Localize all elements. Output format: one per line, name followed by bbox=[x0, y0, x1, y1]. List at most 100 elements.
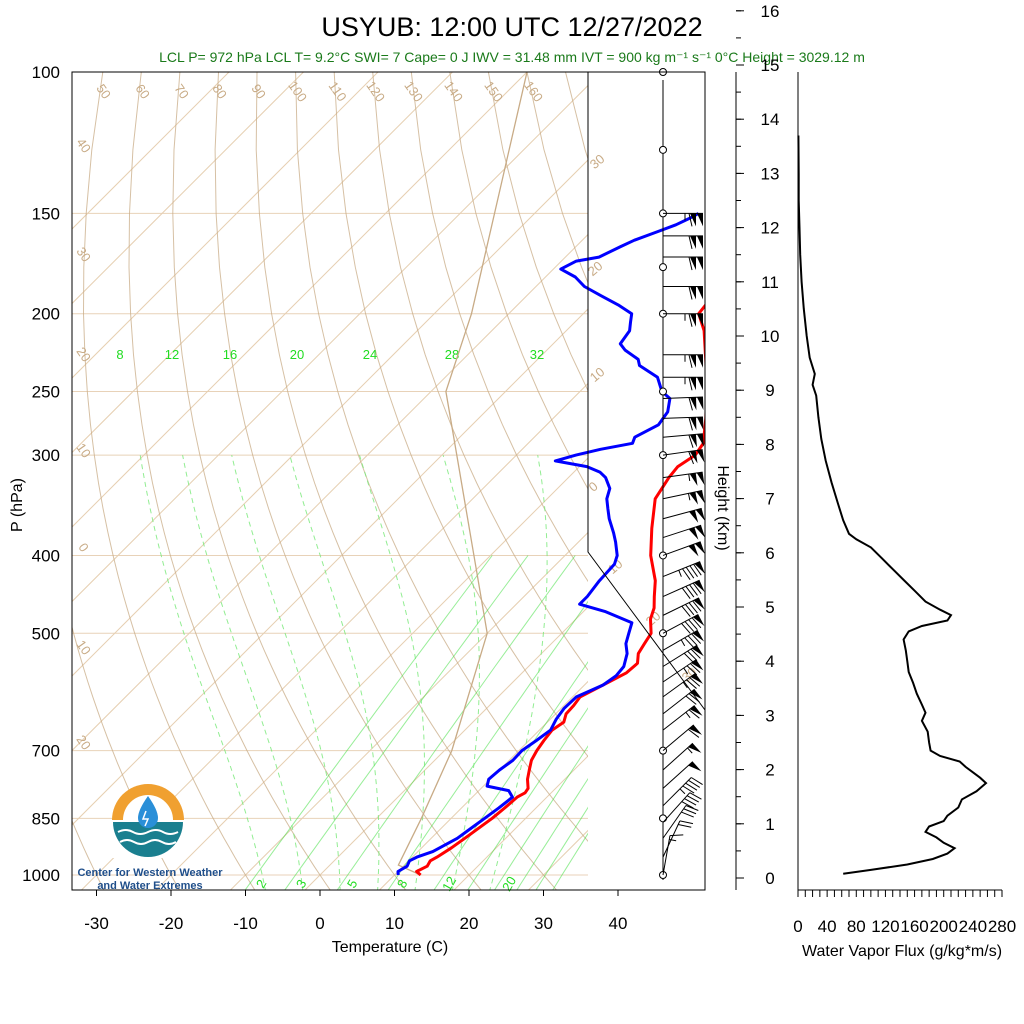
wind-barb bbox=[663, 235, 703, 250]
wind-barb-full bbox=[685, 695, 697, 705]
wind-barb bbox=[662, 614, 705, 634]
chart-subtitle: LCL P= 972 hPa LCL T= 9.2°C SWI= 7 Cape=… bbox=[159, 49, 865, 65]
wind-barb-full bbox=[687, 635, 698, 646]
wind-barb bbox=[662, 561, 705, 580]
wind-barb bbox=[663, 313, 703, 327]
wind-barb bbox=[663, 256, 703, 271]
mixing-ratio-line bbox=[516, 777, 588, 890]
wind-barb-staff bbox=[662, 541, 701, 556]
wind-barb-full bbox=[685, 566, 695, 579]
wind-barb-staff bbox=[662, 489, 703, 500]
wind-barb-flag bbox=[696, 433, 704, 447]
wind-barb-full bbox=[684, 637, 695, 648]
dry-adiabat-label-top: 110 bbox=[326, 79, 350, 105]
wind-barb-flag bbox=[690, 313, 696, 327]
pressure-tick-label: 250 bbox=[32, 383, 60, 402]
wind-barb-full bbox=[683, 808, 697, 815]
isotherm-line bbox=[72, 72, 379, 379]
wind-barb-full bbox=[681, 811, 694, 818]
wind-barb-full bbox=[687, 729, 700, 738]
dry-adiabat bbox=[487, 72, 588, 392]
wind-barb bbox=[662, 396, 704, 411]
wind-barb-full bbox=[688, 779, 701, 788]
wind-barb-half bbox=[687, 493, 691, 501]
dry-adiabat-label-left: 10 bbox=[73, 440, 94, 460]
wind-barb-flag bbox=[689, 450, 698, 464]
temperature-profile bbox=[415, 303, 705, 877]
flux-tick-label: 40 bbox=[818, 917, 837, 936]
wind-barb bbox=[662, 792, 702, 823]
wind-barb-staff bbox=[662, 820, 681, 858]
wind-barb-half bbox=[678, 570, 682, 577]
temperature-tick-label: -20 bbox=[159, 914, 184, 933]
pressure-tick-label: 200 bbox=[32, 305, 60, 324]
wind-barb-full bbox=[669, 834, 684, 837]
dry-adiabat bbox=[372, 72, 588, 671]
temperature-ticks: -30 -20 -10 0 10 20 30 40 bbox=[84, 890, 627, 933]
skewt-frame bbox=[71, 71, 706, 891]
wind-barb-full bbox=[681, 801, 694, 809]
wind-barb-staff bbox=[662, 805, 687, 839]
wind-barb bbox=[662, 579, 705, 599]
moist-adiabat bbox=[231, 454, 341, 890]
wind-barb-full bbox=[688, 602, 698, 614]
wind-barb-full bbox=[689, 677, 701, 687]
wind-barb-full bbox=[687, 650, 698, 661]
dry-adiabat-label-top: 70 bbox=[171, 81, 192, 101]
wind-barb-flag bbox=[689, 491, 698, 505]
wind-barb-flag bbox=[694, 561, 705, 574]
moist-adiabat bbox=[442, 454, 480, 890]
height-tick-label: 1 bbox=[765, 815, 774, 834]
dry-adiabat-label-top: 130 bbox=[401, 78, 426, 104]
wind-barb-half bbox=[687, 747, 693, 754]
moist-adiabat bbox=[182, 455, 304, 890]
wind-barb-staff bbox=[662, 597, 700, 616]
height-tick-label: 14 bbox=[761, 110, 780, 129]
pressure-tick-label: 1000 bbox=[22, 866, 60, 885]
height-tick-label: 13 bbox=[761, 164, 780, 183]
barb-level-marker bbox=[659, 814, 667, 823]
x-axis-label: Temperature (C) bbox=[332, 939, 448, 956]
isotherm-line bbox=[72, 308, 588, 826]
wind-barb bbox=[663, 286, 703, 300]
flux-line bbox=[797, 135, 988, 875]
moist-adiabat bbox=[289, 454, 380, 890]
wind-barb-full bbox=[691, 633, 702, 644]
temperature-tick-label: 0 bbox=[315, 914, 324, 933]
chart-title: USYUB: 12:00 UTC 12/27/2022 bbox=[321, 12, 702, 42]
height-tick-label: 16 bbox=[761, 2, 780, 21]
height-tick-label: 6 bbox=[765, 544, 774, 563]
isotherm-line bbox=[527, 829, 588, 890]
flux-profile bbox=[797, 135, 988, 875]
wind-barb-flag bbox=[690, 213, 696, 227]
dry-adiabat bbox=[172, 72, 407, 890]
flux-tick-label: 120 bbox=[871, 917, 899, 936]
mixing-ratio-labels: 8 12 16 20 24 28 322 3 5 8 12 20 bbox=[116, 347, 544, 894]
wind-barb-full bbox=[693, 563, 702, 576]
height-tick-label: 3 bbox=[765, 706, 774, 725]
pressure-tick-label: 500 bbox=[32, 624, 60, 643]
wind-barb-full bbox=[681, 587, 691, 599]
wind-barb-staff bbox=[662, 579, 700, 597]
wind-barb-full bbox=[685, 782, 698, 791]
height-tick-label: 5 bbox=[765, 598, 774, 617]
wind-barb-flag bbox=[689, 724, 702, 735]
dry-adiabat bbox=[410, 72, 588, 583]
wind-barb-flag bbox=[692, 630, 705, 642]
height-tick-label: 9 bbox=[765, 381, 774, 400]
wind-barb-flag bbox=[690, 257, 696, 271]
wind-barb-flag bbox=[690, 397, 697, 411]
isotherm-label: 10 bbox=[587, 364, 608, 385]
pressure-tick-label: 850 bbox=[32, 809, 60, 828]
wind-barb-full bbox=[688, 434, 694, 448]
barb-level-marker bbox=[659, 145, 667, 154]
dry-adiabat-label-left: 10 bbox=[73, 637, 94, 657]
isotherm-line bbox=[72, 84, 588, 603]
wind-barb-flag bbox=[693, 614, 705, 626]
height-tick-label: 4 bbox=[765, 652, 774, 671]
temperature-tick-label: 10 bbox=[385, 914, 404, 933]
wind-barb bbox=[662, 524, 706, 540]
isotherm-line bbox=[378, 680, 588, 890]
dewpoint-profile bbox=[396, 212, 700, 876]
height-tick-label: 8 bbox=[765, 435, 774, 454]
